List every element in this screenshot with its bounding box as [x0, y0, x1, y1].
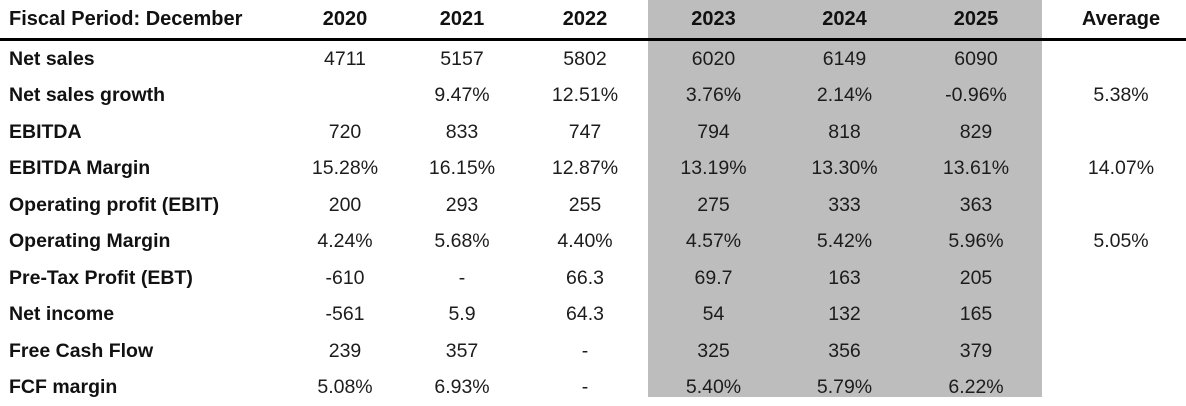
row-label: Net income [9, 303, 115, 326]
cell-average: 14.07% [1087, 157, 1155, 180]
row-net-sales: Net sales 4711 5157 5802 6020 6149 6090 [0, 41, 1186, 78]
forecast-highlight-band [648, 0, 1042, 397]
row-label: Pre-Tax Profit (EBT) [9, 266, 193, 289]
row-operating-profit: Operating profit (EBIT) 200 293 255 275 … [0, 187, 1186, 224]
cell-2025: 6.22% [948, 376, 1004, 399]
cell-2021: 9.47% [434, 84, 490, 107]
table-title: Fiscal Period: December [9, 7, 243, 30]
column-header-2021: 2021 [439, 7, 485, 30]
row-net-sales-growth: Net sales growth 9.47% 12.51% 3.76% 2.14… [0, 78, 1186, 115]
cell-2022: 5802 [563, 47, 607, 70]
cell-2023: 325 [697, 339, 730, 362]
cell-2020: 15.28% [311, 157, 379, 180]
cell-average: 5.38% [1093, 84, 1149, 107]
row-label: Operating profit (EBIT) [9, 193, 220, 216]
row-ebitda: EBITDA 720 833 747 794 818 829 [0, 114, 1186, 151]
cell-2024: 5.42% [816, 230, 873, 253]
cell-2023: 794 [697, 120, 730, 143]
cell-2020: 239 [328, 339, 362, 362]
cell-2021: 5.68% [434, 230, 490, 253]
cell-2025: 5.96% [948, 230, 1004, 253]
cell-2020: 720 [328, 120, 362, 143]
cell-2022: 66.3 [566, 266, 604, 289]
cell-2024: 132 [828, 303, 861, 326]
cell-2022: 12.87% [551, 157, 619, 180]
table-header-row: Fiscal Period: December 2020 2021 2022 2… [0, 0, 1186, 41]
cell-2022: - [581, 339, 589, 362]
cell-2021: 5.9 [448, 303, 476, 326]
cell-2020: 4711 [324, 47, 366, 70]
cell-2025: 379 [959, 339, 993, 362]
cell-2024: 13.30% [811, 157, 878, 180]
cell-2025: 829 [959, 120, 993, 143]
column-header-2025: 2025 [953, 7, 999, 30]
cell-2024: 163 [828, 266, 861, 289]
cell-2025: 6090 [954, 47, 998, 70]
row-label: Operating Margin [9, 230, 171, 253]
cell-2025: -0.96% [945, 84, 1007, 107]
row-operating-margin: Operating Margin 4.24% 5.68% 4.40% 4.57%… [0, 224, 1186, 261]
cell-2020: -610 [325, 266, 365, 289]
row-ebitda-margin: EBITDA Margin 15.28% 16.15% 12.87% 13.19… [0, 151, 1186, 188]
cell-2023: 54 [702, 303, 725, 326]
cell-2021: 6.93% [434, 376, 490, 399]
cell-2025: 363 [959, 193, 993, 216]
cell-2024: 818 [828, 120, 861, 143]
cell-2023: 13.19% [680, 157, 747, 180]
row-free-cash-flow: Free Cash Flow 239 357 - 325 356 379 [0, 333, 1186, 370]
cell-2021: 5157 [440, 47, 484, 70]
cell-2024: 2.14% [816, 84, 873, 107]
cell-2020: -561 [325, 303, 365, 326]
cell-2023: 5.40% [685, 376, 742, 399]
column-header-average: Average [1081, 7, 1161, 30]
cell-2023: 69.7 [694, 266, 733, 289]
cell-2020: 200 [328, 193, 362, 216]
column-header-2023: 2023 [691, 7, 736, 30]
cell-2023: 6020 [691, 47, 736, 70]
cell-2022: 4.40% [557, 230, 613, 253]
column-header-2022: 2022 [562, 7, 608, 30]
cell-2021: 16.15% [428, 157, 496, 180]
cell-2021: 357 [445, 339, 479, 362]
cell-2024: 5.79% [816, 376, 873, 399]
row-label: EBITDA Margin [9, 157, 151, 180]
row-label: Net sales [9, 47, 95, 70]
cell-2020: 5.08% [317, 376, 373, 399]
cell-2023: 4.57% [685, 230, 742, 253]
cell-2025: 205 [959, 266, 993, 289]
cell-2023: 3.76% [685, 84, 742, 107]
cell-average: 5.05% [1093, 230, 1149, 253]
row-label: FCF margin [9, 376, 118, 399]
cell-2020: 4.24% [317, 230, 373, 253]
cell-2025: 13.61% [942, 157, 1010, 180]
row-label: Free Cash Flow [9, 339, 154, 362]
cell-2021: 293 [445, 193, 479, 216]
cell-2025: 165 [959, 303, 993, 326]
cell-2024: 6149 [822, 47, 867, 70]
cell-2022: 12.51% [551, 84, 619, 107]
column-header-2024: 2024 [822, 7, 867, 30]
cell-2021: - [458, 266, 466, 289]
row-label: EBITDA [9, 120, 82, 143]
cell-2022: 255 [568, 193, 602, 216]
column-header-2020: 2020 [322, 7, 368, 30]
cell-2022: 747 [568, 120, 602, 143]
row-label: Net sales growth [9, 84, 166, 107]
row-pretax-profit: Pre-Tax Profit (EBT) -610 - 66.3 69.7 16… [0, 260, 1186, 297]
row-fcf-margin: FCF margin 5.08% 6.93% - 5.40% 5.79% 6.2… [0, 370, 1186, 406]
cell-2023: 275 [697, 193, 730, 216]
cell-2021: 833 [445, 120, 479, 143]
cell-2024: 356 [828, 339, 861, 362]
row-net-income: Net income -561 5.9 64.3 54 132 165 [0, 297, 1186, 334]
cell-2024: 333 [828, 193, 861, 216]
cell-2022: 64.3 [566, 303, 604, 326]
cell-2022: - [581, 376, 589, 399]
